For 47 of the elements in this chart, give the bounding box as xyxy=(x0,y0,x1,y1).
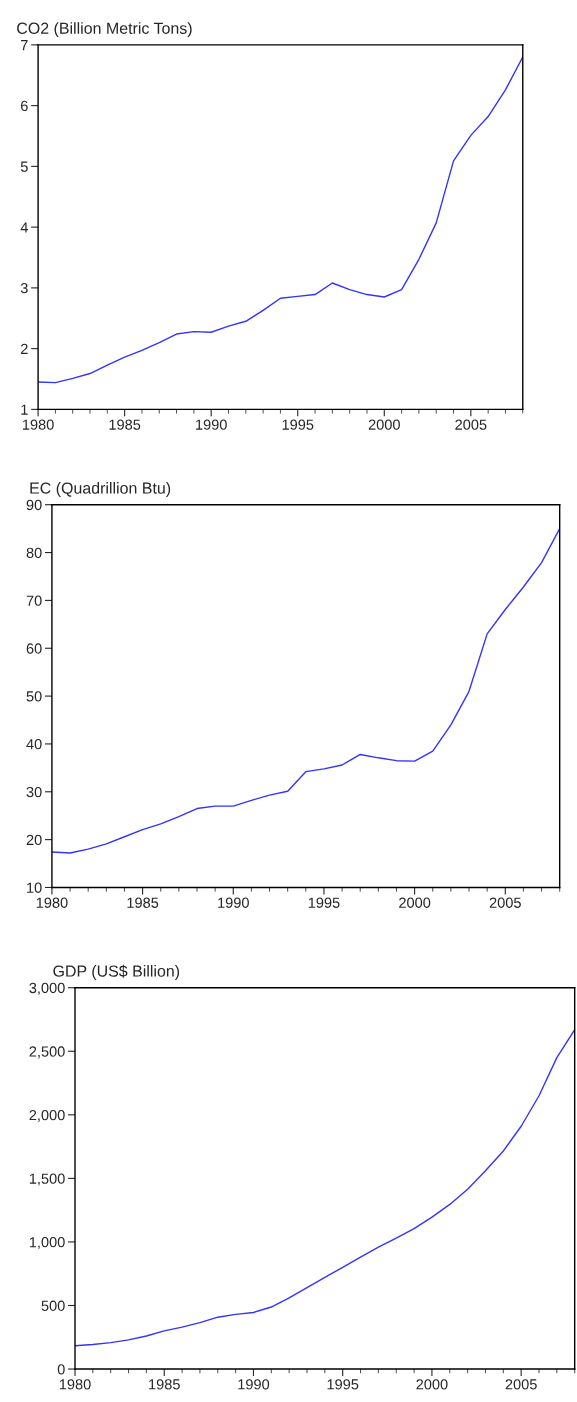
chart-title: EC (Quadrillion Btu) xyxy=(30,482,171,497)
y-tick-label: 70 xyxy=(26,595,42,606)
x-tick-label: 1990 xyxy=(238,1379,270,1390)
x-tick-label: 1980 xyxy=(59,1379,91,1390)
y-tick-label: 3 xyxy=(20,282,28,294)
x-tick-label: 2005 xyxy=(505,1379,537,1390)
y-tick-label: 500 xyxy=(41,1300,65,1311)
y-tick-label: 1,000 xyxy=(29,1237,65,1250)
y-tick-label: 40 xyxy=(26,739,42,750)
y-tick-label: 80 xyxy=(26,547,42,558)
x-tick-label: 1980 xyxy=(36,897,68,908)
y-tick-label: 5 xyxy=(20,161,28,172)
line-series xyxy=(38,56,523,384)
y-tick-label: 20 xyxy=(26,834,42,846)
x-tick-label: 1995 xyxy=(308,897,340,908)
x-tick-label: 1990 xyxy=(196,419,227,430)
y-tick-label: 3,000 xyxy=(29,982,65,995)
x-tick-label: 1985 xyxy=(149,1379,180,1390)
chart-title: CO2 (Billion Metric Tons) xyxy=(17,22,192,38)
x-tick-label: 1985 xyxy=(109,419,141,430)
y-tick-label: 6 xyxy=(20,100,28,112)
x-tick-label: 1995 xyxy=(327,1379,359,1390)
x-tick-label: 2005 xyxy=(489,897,521,908)
y-tick-label: 50 xyxy=(26,691,42,702)
x-tick-label: 1980 xyxy=(22,419,54,430)
line-series xyxy=(75,1028,575,1347)
y-tick-label: 2 xyxy=(20,343,28,354)
y-tick-label: 0 xyxy=(57,1364,65,1375)
y-tick-label: 10 xyxy=(27,882,42,893)
y-tick-label: 60 xyxy=(26,643,42,654)
y-tick-label: 30 xyxy=(26,786,42,798)
x-tick-label: 2000 xyxy=(368,419,400,430)
x-tick-label: 2000 xyxy=(399,897,431,908)
line-series xyxy=(51,527,560,854)
x-tick-label: 1985 xyxy=(127,897,159,908)
y-tick-label: 2,000 xyxy=(29,1109,65,1122)
y-tick-label: 90 xyxy=(26,499,42,511)
chart-title: GDP (US$ Billion) xyxy=(53,964,180,980)
y-tick-label: 2,500 xyxy=(29,1046,65,1059)
y-tick-label: 1,500 xyxy=(29,1173,65,1186)
x-tick-label: 1990 xyxy=(218,897,249,908)
x-tick-label: 2000 xyxy=(416,1379,448,1390)
x-tick-label: 1995 xyxy=(282,419,314,430)
x-tick-label: 2005 xyxy=(455,419,487,430)
y-tick-label: 4 xyxy=(20,222,28,233)
y-tick-label: 7 xyxy=(21,40,28,51)
y-tick-label: 1 xyxy=(21,404,28,415)
